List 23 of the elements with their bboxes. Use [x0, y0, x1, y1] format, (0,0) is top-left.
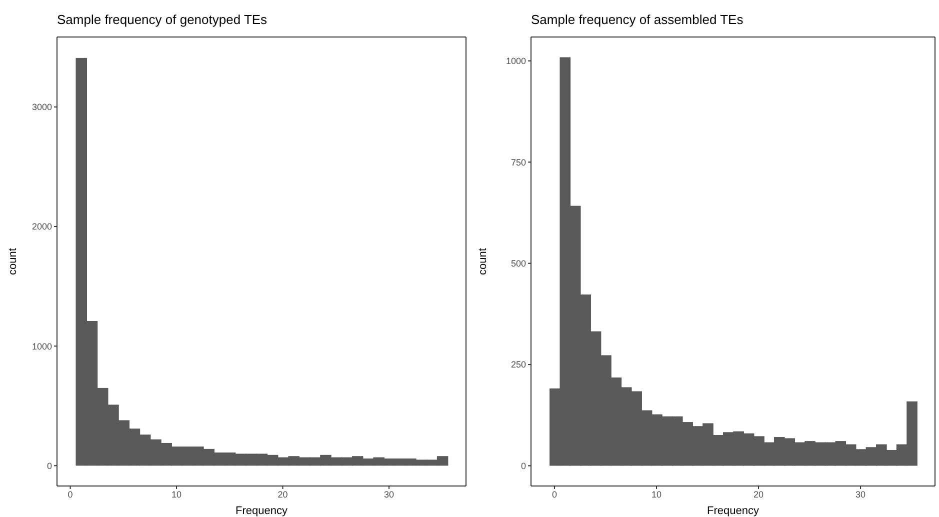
y-tick-label: 0: [520, 460, 526, 471]
y-axis-title: count: [476, 248, 489, 275]
x-axis-title: Frequency: [707, 505, 760, 517]
y-tick-label: 750: [510, 157, 526, 168]
x-axis-title: Frequency: [236, 505, 288, 517]
y-tick-label: 1000: [32, 341, 52, 352]
x-tick-label: 10: [651, 489, 662, 500]
x-tick-label: 20: [278, 489, 288, 500]
y-tick-label: 2000: [32, 222, 52, 232]
y-tick-label: 3000: [32, 102, 52, 112]
chart-title: Sample frequency of genotyped TEs: [57, 12, 268, 27]
y-axis-title: count: [6, 248, 19, 275]
x-tick-label: 0: [552, 489, 557, 500]
x-tick-label: 30: [384, 489, 394, 500]
x-tick-label: 20: [753, 489, 764, 500]
chart-title: Sample frequency of assembled TEs: [531, 12, 744, 27]
y-tick-label: 1000: [506, 56, 526, 66]
y-tick-label: 0: [46, 460, 52, 471]
x-tick-label: 10: [172, 489, 182, 500]
x-tick-label: 30: [856, 489, 866, 500]
x-tick-label: 0: [68, 489, 73, 500]
y-tick-label: 250: [510, 360, 526, 370]
y-tick-label: 500: [510, 258, 526, 269]
